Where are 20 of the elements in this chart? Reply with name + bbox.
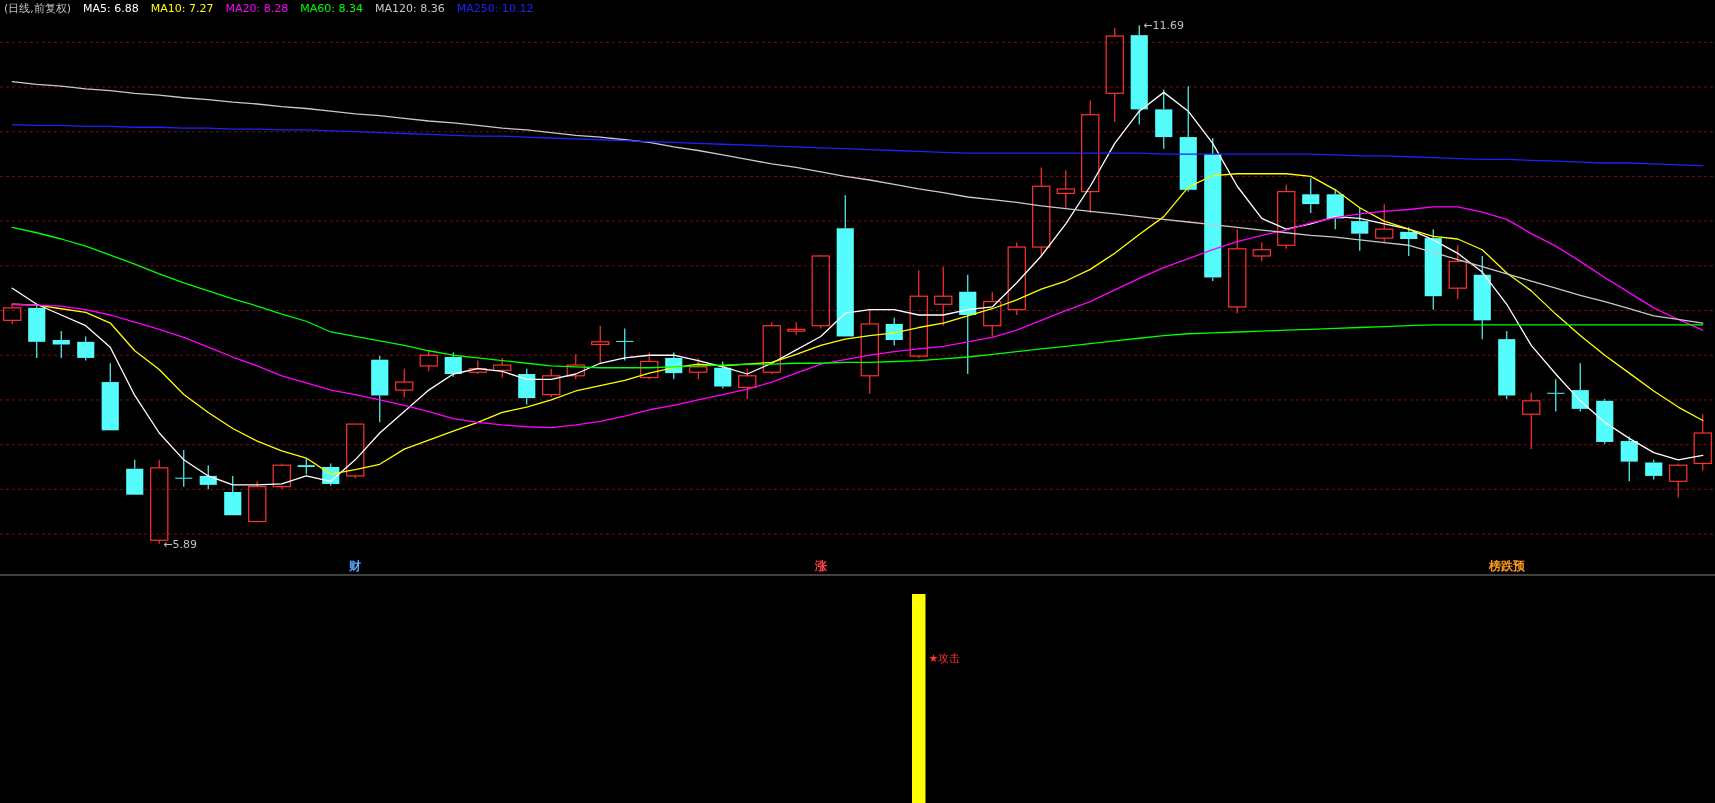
- candlestick: [934, 266, 953, 327]
- candlestick: [1473, 255, 1491, 340]
- candlestick: [77, 335, 95, 362]
- candlestick: [1596, 398, 1614, 445]
- annotation: ★攻击: [928, 652, 961, 665]
- candlestick: [371, 355, 389, 423]
- text: MA60: 8.34: [300, 2, 363, 15]
- text: 财: [348, 559, 362, 573]
- text: 榜跌预: [1487, 559, 1526, 573]
- candlestick: [1571, 362, 1589, 413]
- candlestick: [1179, 85, 1197, 193]
- annotation: ←5.89: [163, 537, 197, 551]
- text: MA5: 6.88: [83, 2, 139, 15]
- text: MA120: 8.36: [374, 2, 445, 15]
- text: 涨: [813, 559, 828, 573]
- text: MA10: 7.27: [150, 2, 214, 15]
- chart-title: (日线,前复权): [4, 2, 72, 15]
- text: MA20: 8.28: [225, 2, 289, 15]
- annotation: ←11.69: [1143, 19, 1184, 33]
- text: MA250: 10.12: [456, 2, 534, 15]
